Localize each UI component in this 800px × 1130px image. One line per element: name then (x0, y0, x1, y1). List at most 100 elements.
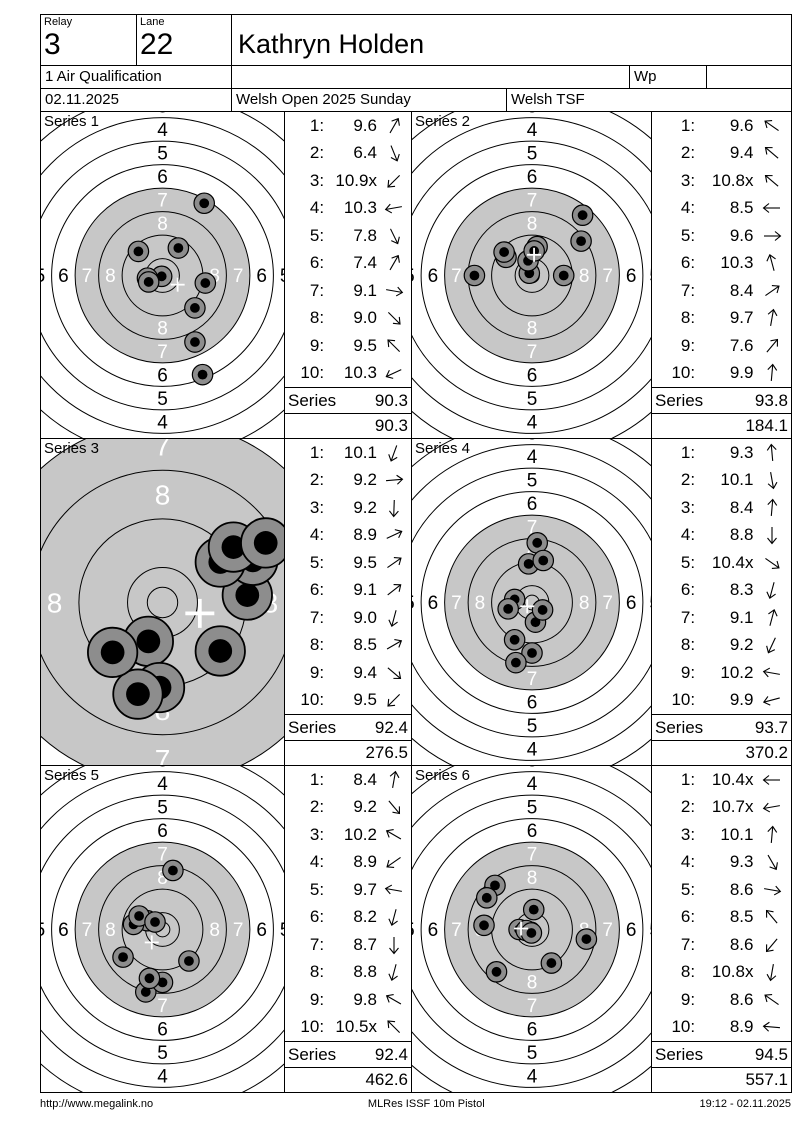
competition-name: Welsh Open 2025 Sunday (236, 91, 411, 108)
shot-score: 9.3 (729, 442, 754, 462)
shot-direction-arrow (753, 197, 791, 219)
shot-direction-arrow (377, 689, 411, 711)
shot-score: 9.1 (353, 280, 377, 300)
shot-hole-center (581, 934, 592, 944)
aiming-area (41, 439, 284, 765)
series-label: Series 5 (44, 767, 100, 784)
shot-list: 1: 9.6 2: 9.4 3: 10.8x 4: 8.5 5: 9.6 6: … (652, 112, 791, 387)
shot-number: 4: (309, 525, 325, 545)
shot-hole-center (469, 270, 480, 281)
arrow-glyph (388, 499, 399, 518)
shot-score: 8.8 (353, 962, 377, 982)
shot-number: 1: (309, 442, 325, 462)
arrow-glyph (762, 802, 781, 813)
ring-label: 4 (157, 1066, 168, 1087)
ring-label: 8 (47, 587, 63, 618)
ring-label: 5 (41, 920, 45, 941)
shot-hole-center (190, 303, 200, 313)
shot-direction-arrow (377, 934, 411, 956)
arrow-glyph (762, 667, 781, 678)
shot-hole-center (150, 917, 160, 927)
ring-label: 7 (527, 669, 538, 690)
shot-row: 5: 9.7 (285, 876, 411, 904)
arrow-glyph (765, 557, 780, 569)
shot-row: 10: 9.9 (652, 687, 791, 715)
arrow-glyph (389, 255, 400, 271)
shot-score: 9.9 (729, 690, 754, 710)
shot-direction-arrow (753, 524, 791, 546)
ring-label: 7 (602, 920, 613, 941)
shot-direction-arrow (377, 1016, 411, 1038)
shot-row: 1: 8.4 (285, 766, 411, 794)
shot-number: 5: (680, 879, 696, 899)
series-panel: 888877776666555544443333 Series 6 1: 10.… (411, 765, 791, 1092)
ring-label: 6 (626, 266, 637, 287)
ring-label: 5 (527, 471, 538, 492)
ring-label: 7 (82, 920, 93, 941)
shot-hole-center (558, 270, 569, 281)
shot-row: 9: 9.5 (285, 332, 411, 360)
shot-list: 1: 10.4x 2: 10.7x 3: 10.1 4: 9.3 5: 8.6 … (652, 766, 791, 1041)
shot-row: 4: 8.8 (652, 522, 791, 550)
shooter-name: Kathryn Holden (238, 29, 425, 59)
shot-direction-arrow (753, 252, 791, 274)
ring-label: 6 (626, 920, 637, 941)
target-graphic: 888877776666555544443333 (412, 766, 651, 1092)
arrow-glyph (762, 774, 781, 785)
shot-hole-center (253, 531, 278, 555)
shot-direction-arrow (753, 442, 791, 464)
shot-row: 4: 8.5 (652, 195, 791, 223)
shot-direction-arrow (377, 362, 411, 384)
running-total-value: 90.3 (374, 416, 408, 435)
shot-number: 6: (309, 253, 325, 273)
running-total-value: 462.6 (365, 1070, 408, 1089)
arrow-glyph (385, 828, 402, 840)
ring-label: 5 (412, 266, 415, 287)
shot-direction-arrow (753, 961, 791, 983)
ring-label: 8 (209, 266, 220, 287)
ring-label: 7 (527, 191, 538, 212)
ring-label: 6 (527, 692, 538, 713)
shot-row: 2: 6.4 (285, 140, 411, 168)
shot-row: 4: 9.3 (652, 849, 791, 877)
shooter-name-cell: Kathryn Holden (231, 15, 791, 65)
shot-score: 9.9 (729, 363, 754, 383)
shot-number: 10: (671, 363, 696, 383)
shot-score: 9.4 (729, 143, 754, 163)
ring-label: 8 (527, 214, 538, 235)
series-panel: 888877776666555544443333 Series 2 1: 9.6… (411, 111, 791, 438)
shot-direction-arrow (753, 634, 791, 656)
ring-line (444, 187, 620, 364)
shot-number: 4: (680, 852, 696, 872)
ring-label: 5 (649, 266, 651, 287)
shot-direction-arrow (753, 579, 791, 601)
shot-score: 9.1 (353, 580, 377, 600)
shot-score: 8.4 (729, 497, 754, 517)
ring-label: 4 (527, 447, 538, 468)
ring-label: 6 (256, 920, 267, 941)
shot-direction-arrow (753, 335, 791, 357)
arrow-glyph (388, 445, 398, 462)
shot-number: 5: (680, 225, 696, 245)
ring-label: 7 (82, 266, 93, 287)
shot-direction-arrow (377, 115, 411, 137)
running-total-value: 184.1 (745, 416, 788, 435)
ring-label: 5 (527, 1043, 538, 1064)
shot-direction-arrow (377, 469, 411, 491)
ring-label: 8 (527, 318, 538, 339)
relay-cell: Relay 3 (41, 15, 136, 65)
shot-hole-center (208, 639, 233, 663)
shot-score: 10.1 (720, 470, 754, 490)
ring-label: 5 (527, 716, 538, 737)
shot-row: 1: 10.1 (285, 439, 411, 467)
ring-line (444, 841, 620, 1018)
shot-hole-center (140, 987, 151, 997)
shot-list: 1: 9.6 2: 6.4 3: 10.9x 4: 10.3 5: 7.8 6:… (285, 112, 411, 387)
shot-score: 10.1 (720, 824, 754, 844)
arrow-glyph (767, 363, 778, 382)
shot-direction-arrow (377, 524, 411, 546)
shot-score: 7.6 (729, 335, 754, 355)
shot-number: 1: (309, 115, 325, 135)
running-total-row: 462.6 (285, 1067, 411, 1092)
shot-hole-center (144, 973, 155, 984)
